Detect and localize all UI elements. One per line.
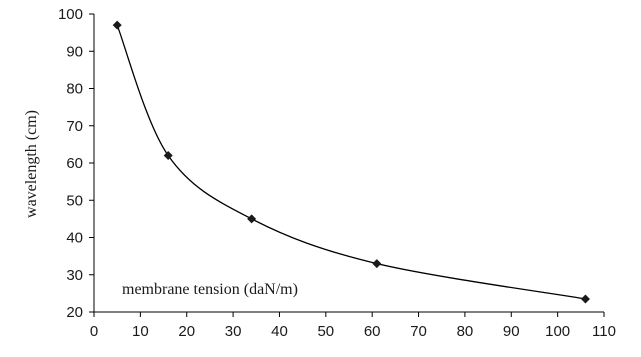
x-tick-label: 40 <box>271 323 288 340</box>
x-tick-label: 20 <box>178 323 195 340</box>
series-line <box>116 24 586 300</box>
y-tick-label: 90 <box>66 43 83 60</box>
x-tick-label: 110 <box>592 323 616 340</box>
y-tick-label: 50 <box>66 192 83 209</box>
data-point-marker <box>247 214 257 224</box>
x-tick-label: 80 <box>457 323 474 340</box>
x-axis-ticks: 0 10 20 30 40 50 60 70 80 90 100 110 <box>90 312 616 340</box>
axes <box>93 14 604 313</box>
data-point-marker <box>372 259 382 269</box>
x-axis-label: membrane tension (daN/m) <box>122 281 298 298</box>
x-tick-label: 10 <box>132 323 149 340</box>
x-tick-label: 100 <box>545 323 570 340</box>
y-tick-label: 20 <box>66 304 83 321</box>
y-tick-label: 80 <box>66 81 83 98</box>
y-tick-label: 30 <box>66 267 83 284</box>
y-axis-ticks: 20 30 40 50 60 70 80 90 100 <box>58 6 94 321</box>
x-tick-label: 70 <box>410 323 427 340</box>
y-tick-label: 100 <box>58 6 83 23</box>
data-point-marker <box>163 151 173 161</box>
x-tick-label: 0 <box>90 323 98 340</box>
y-axis-label: wavelength (cm) <box>23 110 40 218</box>
x-tick-label: 50 <box>317 323 334 340</box>
y-tick-label: 40 <box>66 230 83 247</box>
series <box>112 20 590 304</box>
x-tick-label: 60 <box>364 323 381 340</box>
y-tick-label: 70 <box>66 118 83 135</box>
data-point-marker <box>580 294 590 304</box>
x-tick-label: 90 <box>503 323 520 340</box>
x-tick-label: 30 <box>225 323 242 340</box>
y-tick-label: 60 <box>66 155 83 172</box>
data-point-marker <box>112 20 122 30</box>
